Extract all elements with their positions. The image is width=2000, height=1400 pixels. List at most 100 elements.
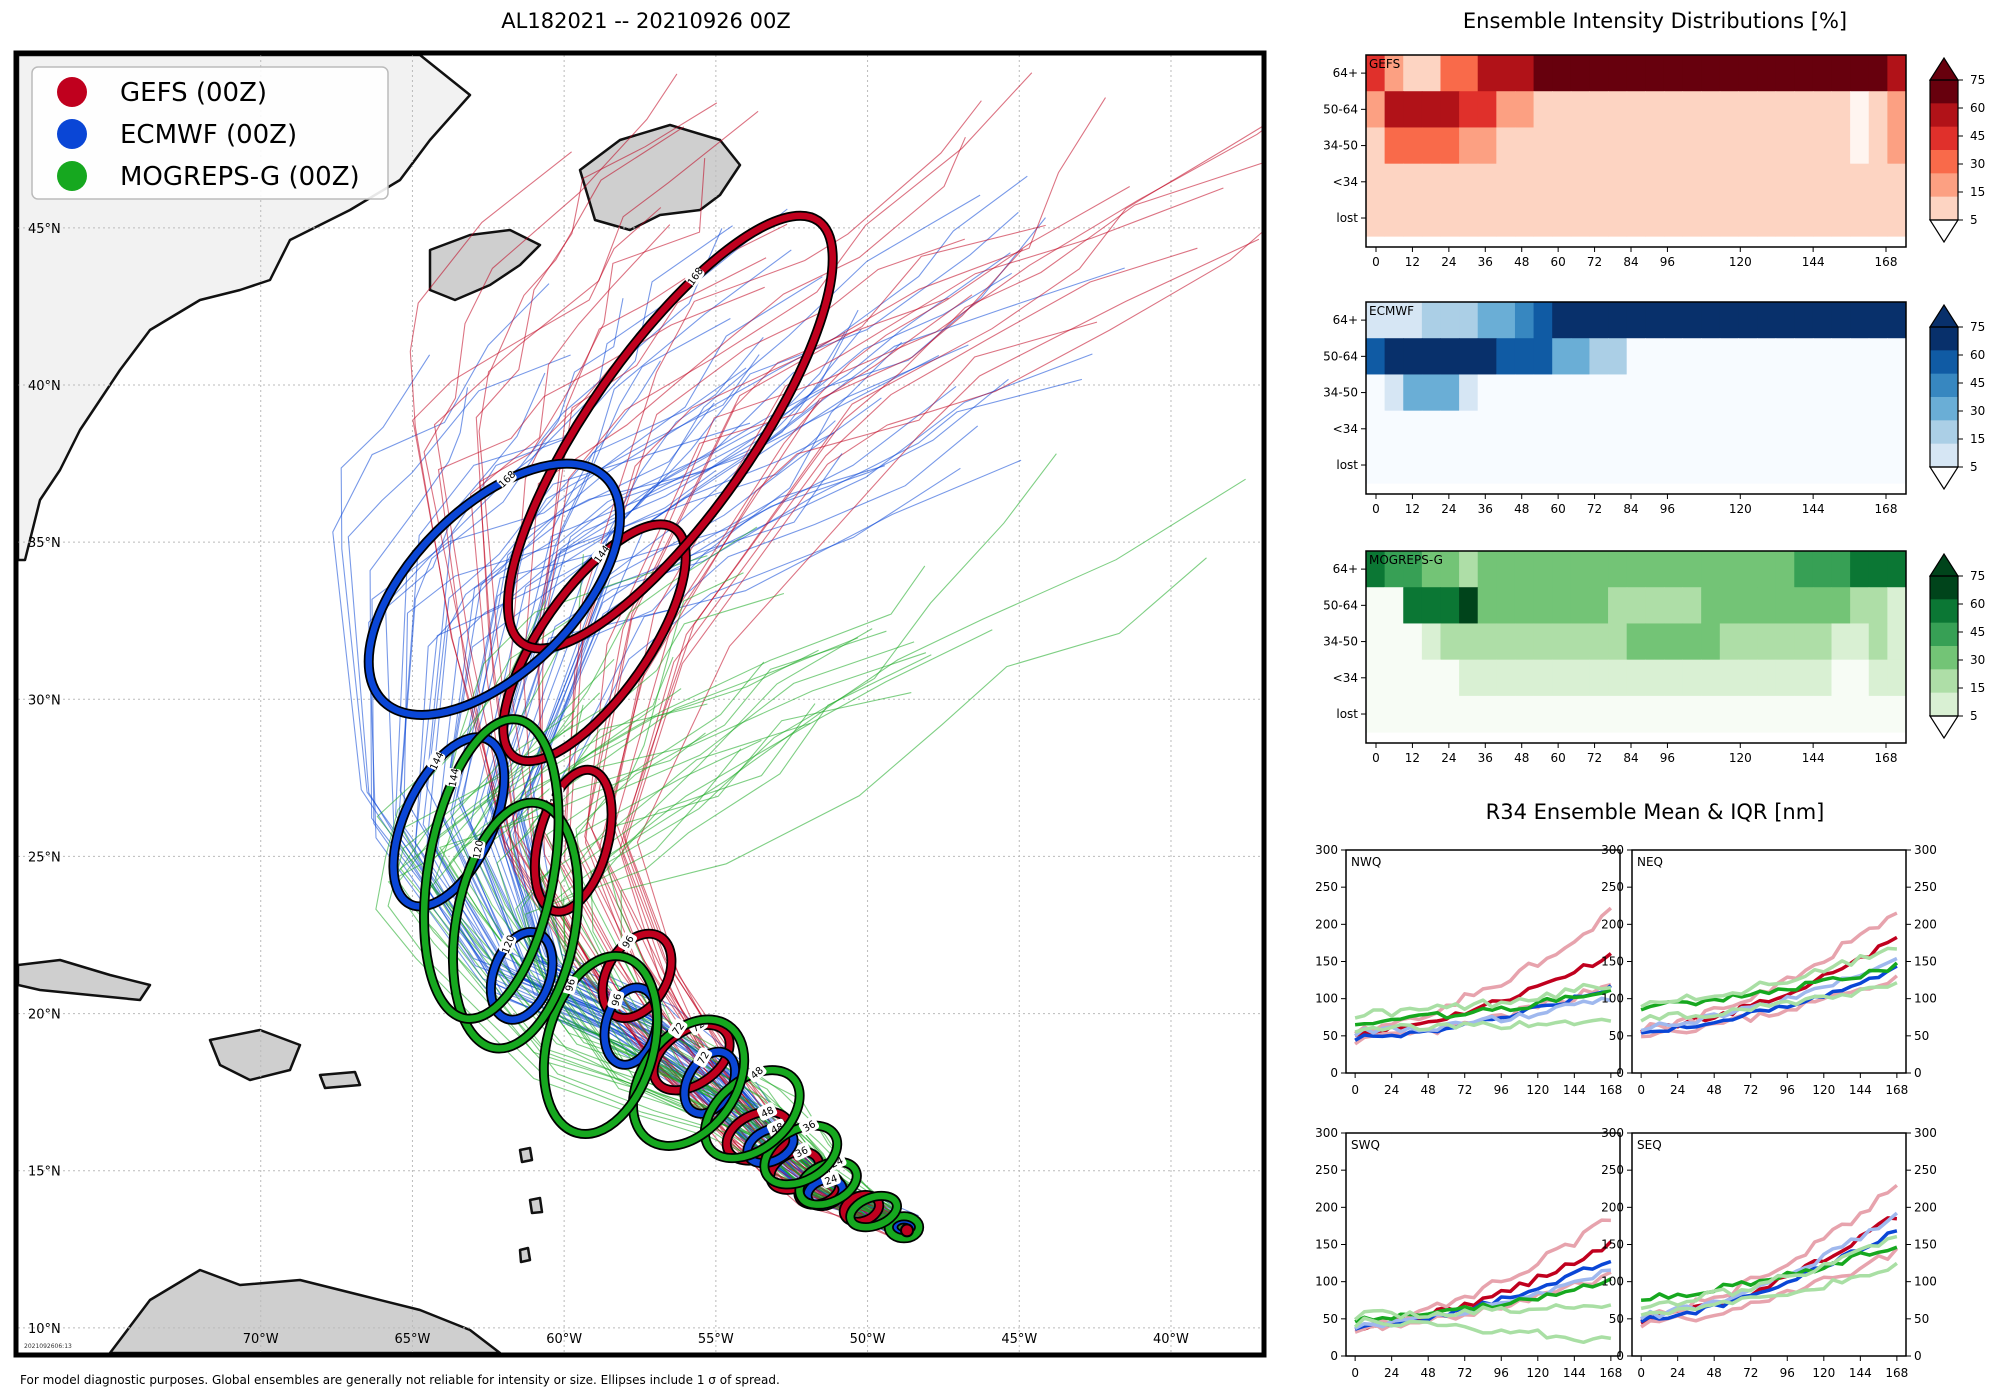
heat-cell [1459,127,1479,165]
r34-series-line [1354,988,1612,1027]
map-legend[interactable]: GEFS (00Z) ECMWF (00Z) MOGREPS-G (00Z) [31,66,389,200]
heat-cell [1552,199,1572,237]
heat-cell [1850,695,1870,733]
r34-x-tick: 96 [1494,1083,1509,1097]
heat-cell [1757,410,1777,448]
r34-x-tick: 72 [1743,1366,1758,1380]
heat-cell [1366,446,1386,484]
heat-cell [1887,302,1907,339]
heatmap-panel-label: ECMWF [1369,304,1414,318]
heat-cell [1496,91,1516,128]
heat-cell [1850,338,1870,375]
heat-cell [1403,302,1423,339]
heat-cell [1738,659,1758,697]
heat-cell [1682,623,1702,661]
heat-cell [1477,55,1497,92]
lat-tick-label: 45°N [28,222,61,237]
heat-cell [1421,623,1441,661]
heat-cell [1440,410,1460,448]
heat-cell [1831,55,1851,92]
heat-cell [1608,302,1628,339]
heat-cell [1887,410,1907,448]
heat-cell [1366,659,1386,697]
r34-series-line [1640,961,1899,1012]
heat-cell [1533,163,1553,201]
heatmap-row-label: lost [1336,707,1358,721]
r34-x-tick: 120 [1812,1083,1835,1097]
heatmap-row-label: 64+ [1333,66,1358,80]
heatmap-title: Ensemble Intensity Distributions [%] [1463,9,1847,33]
heat-cell [1626,410,1646,448]
map-title: AL182021 -- 20210926 00Z [501,9,790,33]
colorbar-segment [1930,327,1958,351]
heat-cell [1812,374,1833,412]
heat-cell [1757,659,1777,697]
colorbar-tick: 75 [1970,320,1985,334]
colorbar-segment [1930,150,1958,174]
heat-cell [1757,374,1777,412]
heat-cell [1366,55,1386,92]
heat-cell [1850,91,1870,128]
heatmap-row-label: 64+ [1333,313,1358,327]
lat-tick-label: 10°N [28,1322,61,1337]
heat-cell [1887,446,1907,484]
heat-cell [1589,587,1609,624]
colorbar-tick: 60 [1970,348,1985,362]
heat-cell [1738,199,1758,237]
heat-cell [1421,302,1441,339]
ellipse-hour-label: 24 [823,1173,839,1188]
r34-panel-label: SWQ [1351,1138,1380,1152]
heat-cell [1589,199,1609,237]
heat-cell [1701,127,1721,165]
heat-cell [1477,338,1497,375]
r34-y-tick: 0 [1914,1066,1922,1080]
heat-cell [1384,551,1404,588]
r34-x-tick: 0 [1637,1366,1645,1380]
colorbar-segment [1930,350,1958,375]
heat-cell [1831,551,1851,588]
heat-cell [1738,374,1758,412]
heat-cell [1757,199,1777,237]
heat-cell [1719,374,1739,412]
heat-cell [1570,338,1590,375]
heat-cell [1384,446,1404,484]
heat-cell [1589,695,1609,733]
heat-cell [1757,587,1777,624]
r34-panel-seq: SEQ 0 24 48 72 96 120 144 168 300 300 250 250 200 200 1… [1601,1126,1937,1380]
heat-cell [1794,587,1814,624]
r34-x-tick: 72 [1457,1366,1472,1380]
heat-cell [1775,338,1795,375]
heat-cell [1477,302,1497,339]
ellipse-hour-label: 96 [610,992,624,1007]
r34-series-line [1353,1303,1612,1321]
heat-cell [1757,163,1777,201]
heat-cell [1887,55,1907,92]
heat-cell [1812,587,1833,624]
heat-cell [1701,374,1721,412]
heatmap-x-tick: 48 [1514,255,1529,269]
heat-cell [1533,410,1553,448]
lon-tick-label: 40°W [1153,1332,1189,1347]
heat-cell [1496,163,1516,201]
heat-cell [1570,91,1590,128]
heat-cell [1701,55,1721,92]
heatmap-row-label: 34-50 [1323,139,1358,153]
heat-cell [1850,623,1870,661]
colorbar-segment [1930,80,1958,104]
heatmap-row-label: 50-64 [1323,598,1358,612]
r34-series-line [1640,946,1898,1009]
ellipse-ecmwf-168: 168 [363,458,626,720]
heat-cell [1514,55,1535,92]
map-area[interactable]: 2436487296120144168244872961201441682436… [18,18,1418,1353]
r34-series-line [1640,1245,1898,1302]
heat-cell [1384,374,1404,412]
heatmap-row-label: 34-50 [1323,386,1358,400]
heat-cell [1403,623,1423,661]
heat-cell [1812,91,1833,128]
r34-y-tick: 250 [1601,1163,1624,1177]
heat-cell [1645,199,1665,237]
heatmap-x-tick: 72 [1587,751,1602,765]
heat-cell [1459,695,1479,733]
heat-cell [1701,302,1721,339]
heatmap-x-tick: 60 [1551,502,1566,516]
